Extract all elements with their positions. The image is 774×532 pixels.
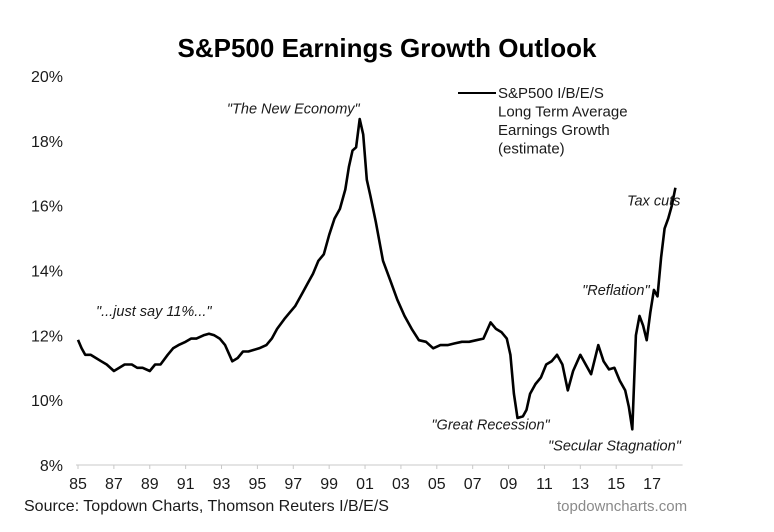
annotation-label: "The New Economy" [227, 101, 361, 117]
x-tick-label: 99 [320, 476, 338, 493]
annotation-label: Tax cuts [627, 194, 680, 210]
y-tick-label: 20% [31, 69, 63, 86]
x-tick-label: 11 [536, 476, 553, 493]
legend-label: Earnings Growth [498, 122, 610, 139]
x-tick-label: 93 [213, 476, 231, 493]
legend-label: S&P500 I/B/E/S [498, 85, 604, 102]
y-tick-label: 14% [31, 264, 63, 281]
series-group [76, 117, 677, 431]
x-tick-label: 09 [500, 476, 518, 493]
series-line [76, 117, 677, 431]
y-tick-label: 16% [31, 199, 63, 216]
y-tick-label: 18% [31, 134, 63, 151]
x-tick-label: 97 [284, 476, 302, 493]
annotation-label: "Reflation" [582, 283, 650, 299]
x-tick-label: 05 [428, 476, 446, 493]
x-tick-label: 91 [177, 476, 195, 493]
x-axis: 85 87 89 91 93 95 97 99 01 03 05 07 09 11 13 15 17 [69, 464, 683, 493]
x-tick-label: 01 [356, 476, 374, 493]
x-tick-label: 87 [105, 476, 123, 493]
y-tick-label: 8% [40, 458, 63, 475]
annotations: "The New Economy" "...just say 11%..." "Gr… [96, 101, 682, 454]
x-tick-label: 89 [141, 476, 159, 493]
y-tick-label: 12% [31, 328, 63, 345]
annotation-label: "...just say 11%..." [96, 304, 212, 320]
y-axis: 8% 10% 12% 14% 16% 18% 20% [31, 69, 63, 475]
legend-label: Long Term Average [498, 104, 628, 121]
x-tick-label: 95 [249, 476, 267, 493]
x-tick-label: 13 [571, 476, 589, 493]
chart-title: S&P500 Earnings Growth Outlook [177, 33, 597, 63]
x-tick-label: 03 [392, 476, 410, 493]
legend: S&P500 I/B/E/S Long Term AverageEarnings … [458, 85, 628, 158]
legend-label: (estimate) [498, 141, 565, 158]
watermark: topdowncharts.com [557, 498, 688, 515]
x-tick-label: 17 [643, 476, 661, 493]
annotation-label: "Great Recession" [431, 417, 550, 433]
y-tick-label: 10% [31, 393, 63, 410]
x-tick-label: 15 [607, 476, 625, 493]
annotation-label: "Secular Stagnation" [548, 438, 682, 454]
x-tick-label: 07 [464, 476, 482, 493]
source-note: Source: Topdown Charts, Thomson Reuters … [24, 498, 389, 515]
x-tick-label: 85 [69, 476, 87, 493]
